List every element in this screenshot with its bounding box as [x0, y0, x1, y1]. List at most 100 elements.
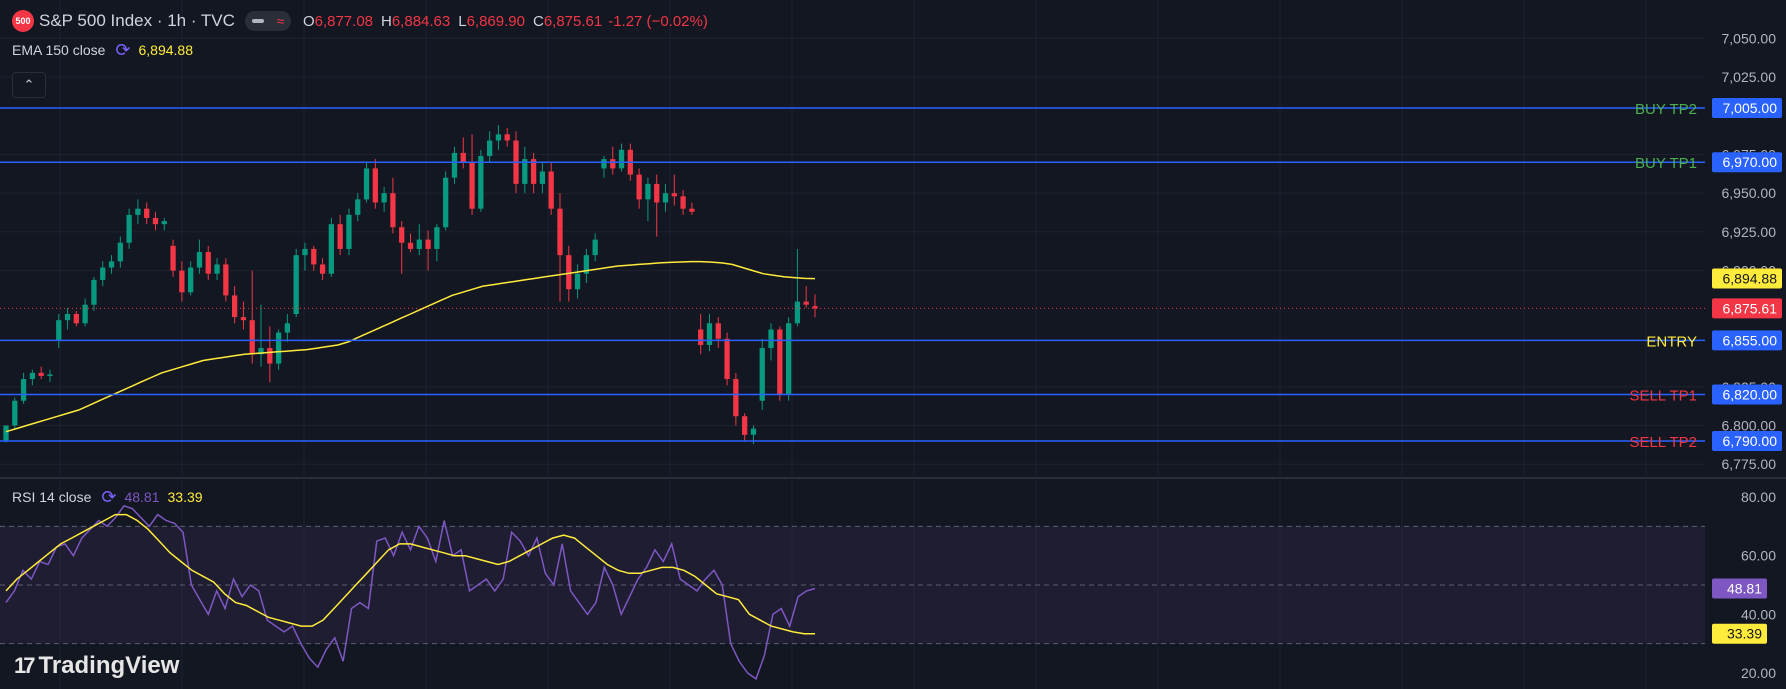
ema-name[interactable]: EMA 150 close: [12, 42, 106, 58]
price-tick-label: 6,775.00: [1722, 456, 1777, 472]
rsi-band-fill: [0, 526, 1705, 644]
level-price-tag[interactable]: 6,970.00: [1712, 152, 1782, 173]
candle-body: [548, 171, 554, 209]
candle-body: [715, 323, 721, 339]
price-axis[interactable]: 7,050.007,025.006,975.006,950.006,925.00…: [1712, 30, 1782, 681]
ema-legend[interactable]: EMA 150 close ⟳ 6,894.88: [12, 41, 193, 59]
candle-body: [680, 196, 686, 209]
price-pane: BUY TP2 BUY TP1 ENTRY SELL TP1 SELL TP2: [0, 101, 1705, 451]
candle-body: [12, 400, 18, 426]
collapse-legend-button[interactable]: ⌃: [12, 72, 46, 98]
level-label: ENTRY: [1646, 333, 1697, 350]
candle-body: [267, 348, 273, 364]
candle-body: [495, 134, 502, 141]
candle-body: [451, 152, 458, 178]
rsi-tag-value: 48.81: [1727, 580, 1762, 596]
candle-body: [152, 217, 159, 225]
candle-body: [161, 221, 167, 225]
candle-body: [592, 239, 598, 256]
candle-body: [610, 159, 616, 169]
rsi-name[interactable]: RSI 14 close: [12, 489, 92, 505]
rsi-ma-tag[interactable]: [1712, 623, 1767, 644]
candle-body: [108, 261, 115, 268]
candle-body: [372, 168, 378, 203]
candle-body: [100, 267, 106, 280]
candle-body: [346, 214, 352, 249]
level-label: BUY TP1: [1635, 155, 1697, 172]
candle-body: [311, 248, 317, 265]
candle-body: [214, 264, 220, 274]
high-value: 6,884.63: [391, 12, 451, 30]
level-price-tag[interactable]: 6,790.00: [1712, 431, 1782, 451]
level-tag-bg: [1712, 431, 1782, 451]
candle-body: [240, 317, 247, 321]
candle-body: [91, 279, 97, 305]
symbol-legend[interactable]: 500 S&P 500 Index · 1h · TVC ≈ O 6,877.0…: [12, 10, 714, 32]
loading-cycle-icon: ⟳: [101, 487, 117, 507]
wave-icon: ≈: [276, 13, 285, 29]
candle-body: [706, 323, 713, 345]
rsi-ma-value: 33.39: [167, 489, 203, 505]
low-value: 6,869.90: [466, 12, 525, 30]
candle-body: [662, 193, 669, 203]
candle-body: [73, 313, 79, 324]
visibility-toggle[interactable]: ≈: [244, 11, 291, 31]
level-tag-bg: [1712, 330, 1782, 351]
tradingview-logo[interactable]: 17 TradingView: [14, 652, 179, 680]
symbol-title[interactable]: S&P 500 Index · 1h · TVC: [39, 11, 235, 30]
price-tick-label: 6,950.00: [1722, 185, 1777, 201]
rsi-ma-tag-value: 33.39: [1727, 626, 1762, 642]
level-price-tag[interactable]: 7,005.00: [1712, 98, 1782, 118]
level-tag-value: 6,820.00: [1723, 387, 1778, 403]
candle-body: [144, 208, 150, 218]
candle-body: [302, 248, 308, 256]
level-tag-bg: [1712, 384, 1782, 405]
ema-value: 6,894.88: [138, 42, 193, 58]
candle-body: [3, 425, 9, 441]
level-tag-bg: [1712, 98, 1782, 118]
candle-body: [205, 252, 211, 274]
candle-body: [399, 227, 405, 243]
candle-body: [381, 193, 387, 203]
rsi-ma-line: [5, 513, 815, 635]
candle-body: [223, 264, 229, 296]
candle-body: [698, 329, 704, 345]
candle-body: [416, 239, 422, 249]
ema-price-tag[interactable]: [1712, 268, 1782, 289]
candle-body: [530, 159, 537, 184]
candle-body: [724, 338, 730, 380]
last-price-tag[interactable]: [1712, 298, 1782, 319]
candle-body: [583, 255, 590, 274]
candle-body: [135, 208, 141, 215]
level-price-tag[interactable]: 6,855.00: [1712, 330, 1782, 351]
candle-body: [636, 174, 642, 200]
candle-body: [425, 239, 431, 249]
candle-body: [487, 140, 493, 157]
candle-body: [460, 152, 466, 163]
candle-body: [29, 372, 36, 380]
candle-body: [117, 242, 123, 262]
chevron-up-icon: ⌃: [23, 77, 35, 92]
price-tick-label: 7,050.00: [1722, 30, 1777, 46]
brand-name: TradingView: [38, 652, 180, 679]
rsi-legend[interactable]: RSI 14 close ⟳ 48.81 33.39: [12, 487, 203, 507]
candle-body: [522, 159, 528, 184]
candle-body: [293, 255, 299, 314]
level-tag-bg: [1712, 152, 1782, 173]
candle-body: [557, 208, 563, 256]
candle-body: [566, 255, 572, 290]
candle-body: [249, 320, 255, 355]
level-price-tag[interactable]: 6,820.00: [1712, 384, 1782, 405]
candle-body: [654, 183, 660, 203]
rsi-value: 48.81: [124, 489, 160, 505]
candle-body: [469, 162, 475, 209]
rsi-value-tag[interactable]: [1712, 578, 1767, 599]
open-key: O: [302, 12, 315, 30]
candle-body: [337, 224, 343, 249]
candle-body: [363, 168, 370, 200]
candle-body: [390, 193, 396, 228]
rsi-tick-label: 40.00: [1741, 606, 1776, 622]
ema-tag-value: 6,894.88: [1723, 271, 1778, 287]
candle-body: [777, 329, 783, 395]
